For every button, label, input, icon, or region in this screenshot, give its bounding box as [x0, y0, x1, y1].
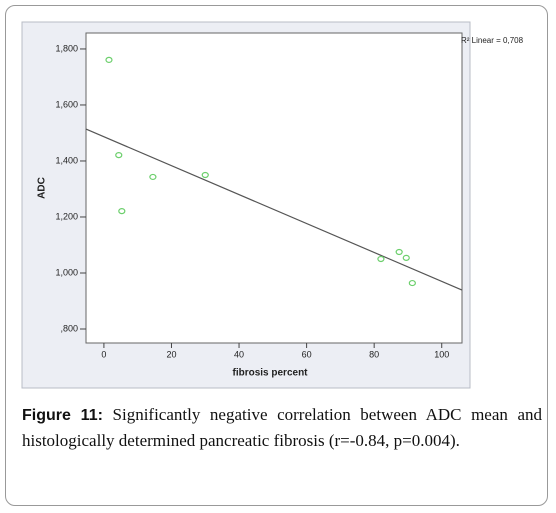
- x-tick-label: 60: [302, 349, 312, 359]
- chart: fibrosis percent ADC R² Linear = 0,708 0…: [21, 21, 524, 389]
- y-tick-label: 1,400: [55, 155, 78, 165]
- caption: Figure 11: Significantly negative correl…: [22, 402, 542, 453]
- x-tick-label: 100: [434, 349, 449, 359]
- r-squared-annotation: R² Linear = 0,708: [461, 36, 524, 45]
- x-tick-label: 20: [166, 349, 176, 359]
- y-tick-label: 1,600: [55, 99, 78, 109]
- fit-line: [85, 128, 463, 291]
- data-point: [408, 279, 416, 287]
- caption-text: Significantly negative correlation betwe…: [22, 405, 543, 450]
- data-point: [115, 151, 123, 159]
- data-point: [377, 255, 385, 263]
- data-point: [118, 208, 126, 215]
- y-axis-label: ADC: [37, 177, 48, 199]
- y-tick-label: 1,800: [55, 43, 78, 53]
- x-tick-label: 80: [369, 349, 379, 359]
- caption-label: Figure 11:: [22, 407, 103, 424]
- data-point: [105, 56, 113, 63]
- y-tick-label: ,800: [60, 323, 78, 333]
- data-point: [149, 173, 157, 181]
- x-axis-label: fibrosis percent: [232, 368, 308, 379]
- data-point: [402, 254, 410, 261]
- data-point: [201, 171, 209, 179]
- data-point: [395, 248, 403, 256]
- plot-area: [85, 32, 463, 344]
- x-tick-label: 40: [234, 349, 244, 359]
- y-tick-label: 1,000: [55, 267, 78, 277]
- y-tick-label: 1,200: [55, 211, 78, 221]
- figure-frame: [5, 5, 548, 506]
- x-tick-label: 0: [101, 349, 106, 359]
